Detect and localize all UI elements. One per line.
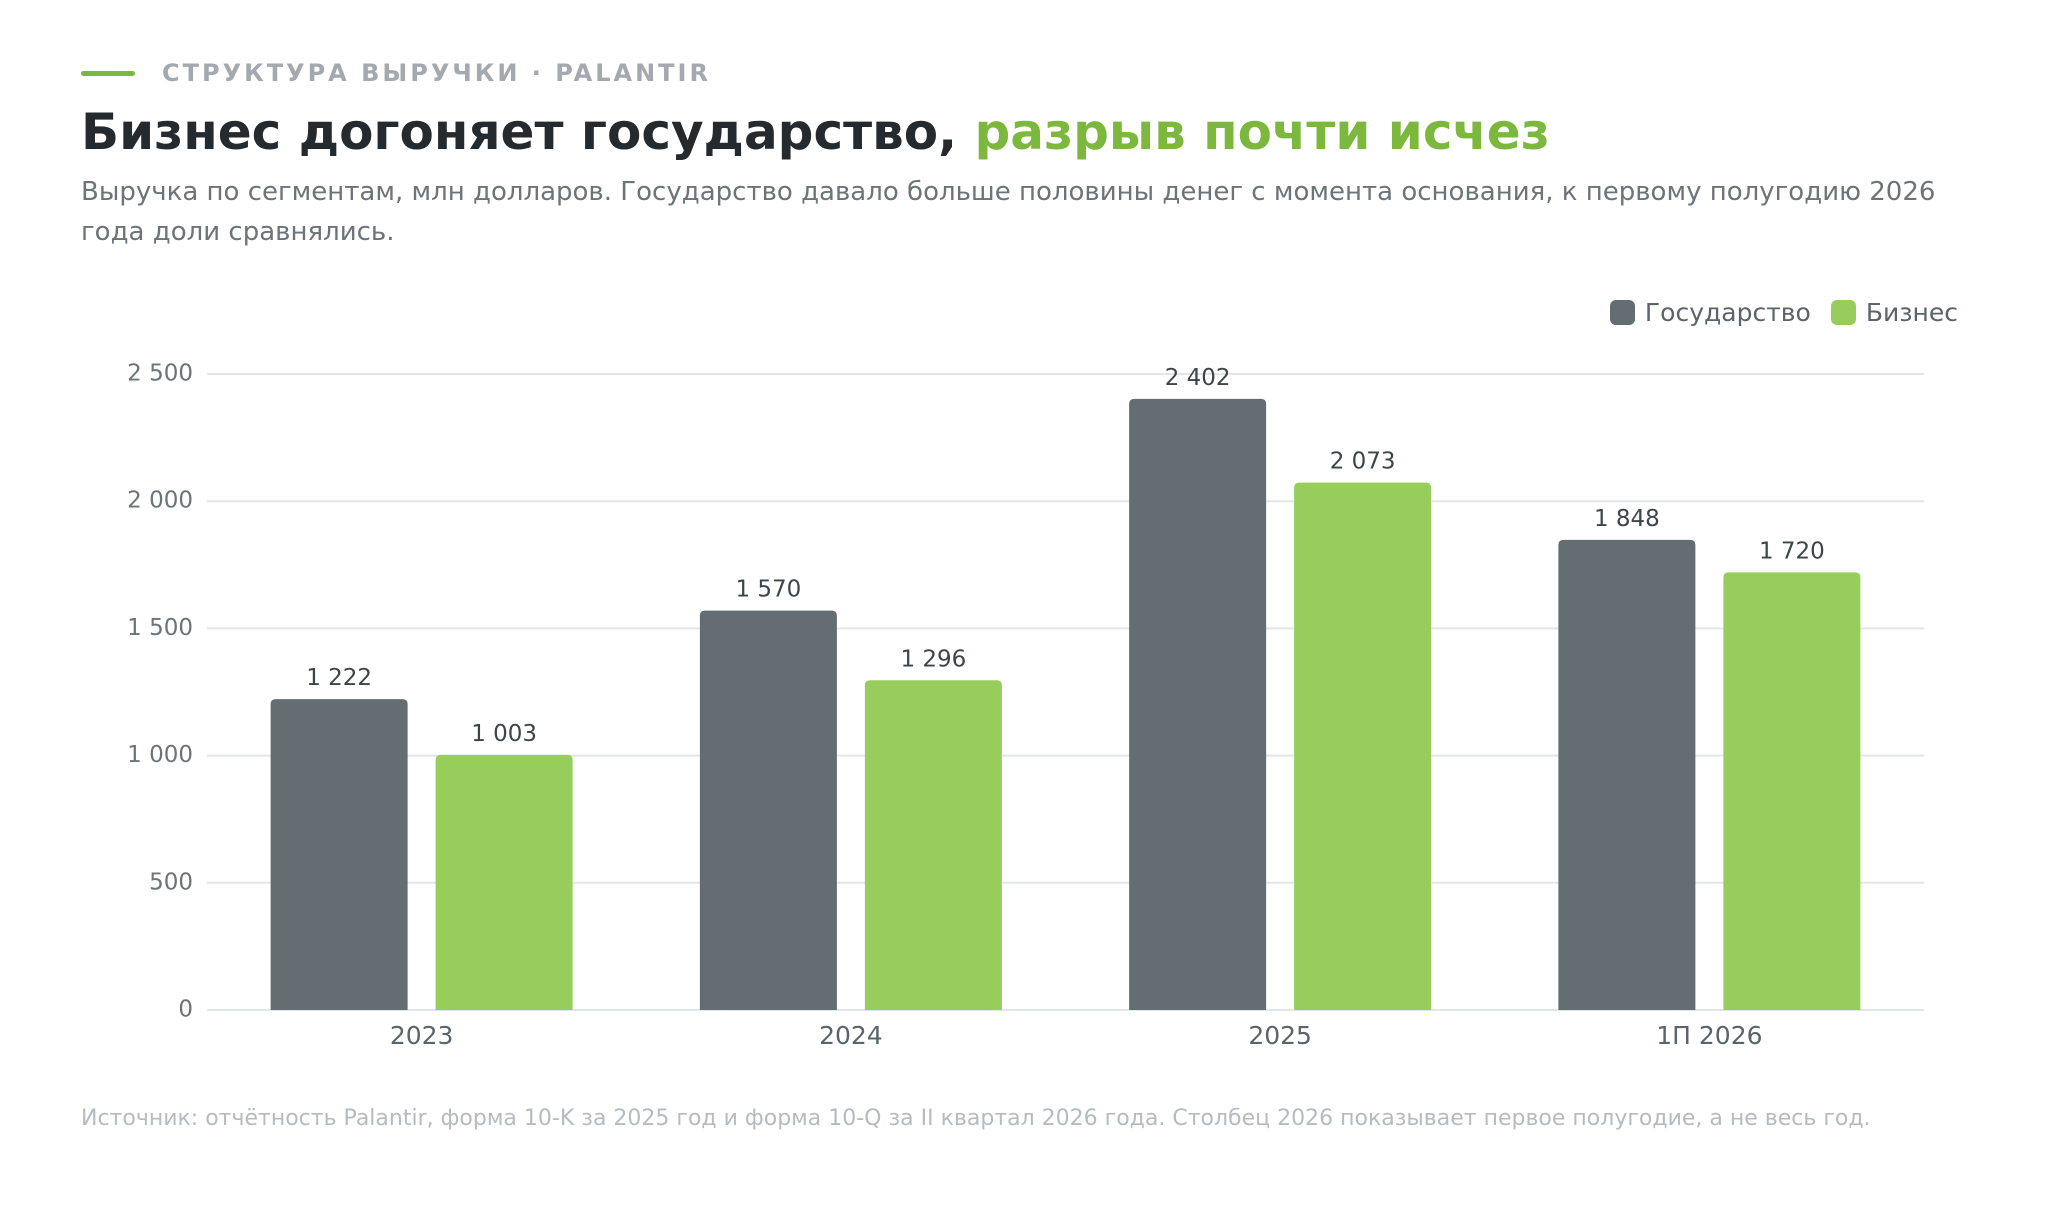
legend-item-business: Бизнес — [1830, 298, 1958, 327]
bar-business — [864, 680, 1002, 1010]
source-note: Источник: отчётность Palantir, форма 10-… — [81, 1106, 1871, 1131]
data-label-business: 1 296 — [900, 646, 966, 672]
title-accent: разрыв почти исчез — [974, 103, 1550, 161]
y-tick-label: 1 500 — [127, 615, 193, 641]
y-tick-label: 1 000 — [127, 742, 193, 768]
bar-government — [270, 699, 408, 1010]
legend: Государство Бизнес — [1609, 298, 1958, 327]
y-tick-label: 2 500 — [127, 361, 193, 387]
legend-swatch-government — [1609, 300, 1635, 325]
kicker: СТРУКТУРА ВЫРУЧКИ · PALANTIR — [81, 58, 711, 88]
data-label-government: 1 222 — [306, 665, 372, 691]
bar-government — [699, 610, 837, 1010]
legend-item-government: Государство — [1609, 298, 1811, 327]
legend-swatch-business — [1830, 300, 1856, 325]
x-tick-label: 2023 — [390, 1021, 454, 1050]
title-main: Бизнес догоняет государство, — [81, 103, 958, 161]
x-tick-label: 2025 — [1248, 1021, 1312, 1050]
x-tick-label: 2024 — [819, 1021, 883, 1050]
bar-business — [1294, 482, 1432, 1011]
kicker-accent-line — [81, 70, 135, 76]
kicker-text: СТРУКТУРА ВЫРУЧКИ · PALANTIR — [162, 59, 711, 87]
bar-government — [1129, 398, 1267, 1010]
y-tick-label: 2 000 — [127, 488, 193, 514]
legend-label-business: Бизнес — [1865, 298, 1958, 327]
data-label-business: 2 073 — [1330, 449, 1396, 475]
data-label-government: 1 570 — [735, 577, 801, 603]
chart-subtitle: Выручка по сегментам, млн долларов. Госу… — [81, 177, 1936, 247]
legend-label-government: Государство — [1644, 298, 1811, 327]
x-tick-label: 1П 2026 — [1656, 1021, 1762, 1050]
data-label-business: 1 720 — [1759, 538, 1825, 564]
chart-title: Бизнес догоняет государство, разрыв почт… — [81, 100, 1550, 164]
bar-business — [1723, 572, 1861, 1010]
data-label-government: 1 848 — [1594, 506, 1660, 532]
bar-government — [1558, 539, 1696, 1010]
data-label-government: 2 402 — [1165, 365, 1231, 391]
y-tick-label: 0 — [178, 997, 193, 1023]
y-tick-label: 500 — [149, 869, 193, 895]
bar-business — [435, 754, 573, 1010]
data-label-business: 1 003 — [471, 721, 537, 747]
